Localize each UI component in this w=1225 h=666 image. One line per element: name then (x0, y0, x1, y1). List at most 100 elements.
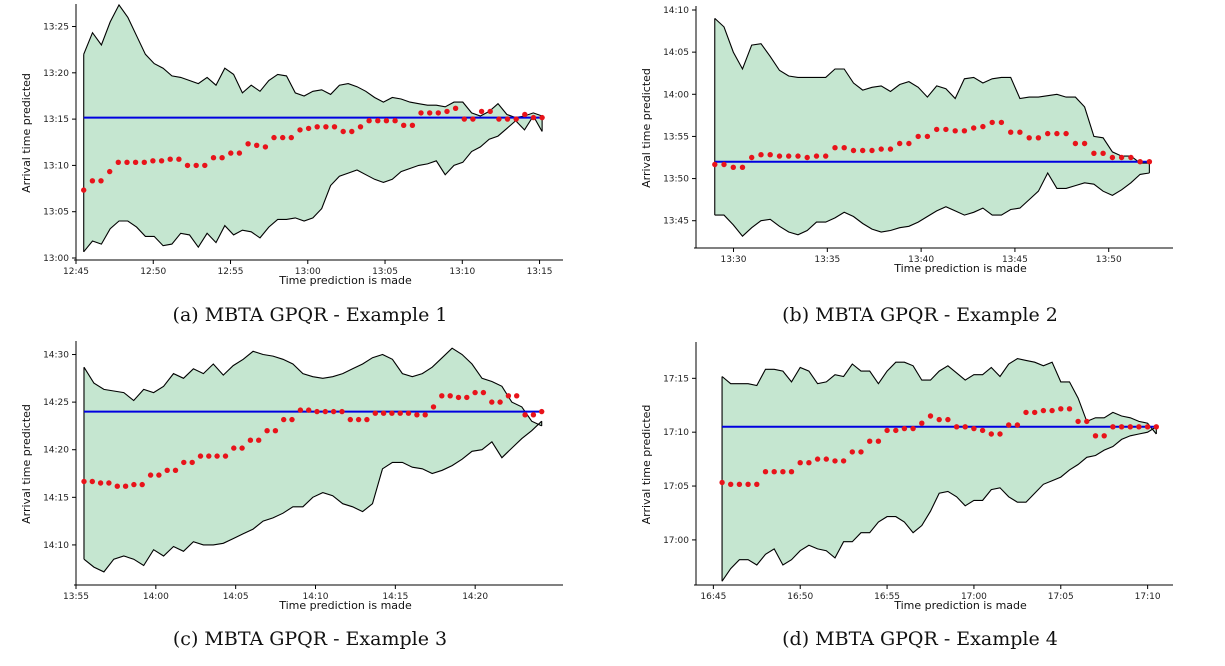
prediction-point (505, 393, 512, 399)
x-tick-label: 14:20 (462, 592, 488, 602)
prediction-point (452, 105, 459, 112)
prediction-point (97, 480, 104, 486)
prediction-point (962, 424, 968, 430)
prediction-point (347, 416, 353, 423)
prediction-point (749, 154, 755, 161)
prediction-point (771, 469, 777, 475)
y-tick-label: 17:00 (663, 536, 689, 546)
x-tick-label: 12:50 (140, 267, 166, 277)
prediction-point (181, 459, 187, 466)
y-tick-label: 17:05 (663, 482, 689, 492)
caption-b: (b) MBTA GPQR - Example 2 (782, 304, 1058, 326)
x-tick-label: 16:50 (787, 592, 813, 602)
prediction-point (910, 425, 916, 432)
prediction-point (1109, 154, 1116, 161)
y-axis-title: Arrival time predicted (640, 405, 653, 525)
prediction-point (530, 412, 537, 418)
y-tick-label: 14:15 (43, 493, 69, 503)
prediction-point (375, 118, 381, 124)
prediction-point (979, 427, 986, 434)
y-tick-label: 13:45 (663, 217, 689, 227)
prediction-point (721, 161, 727, 168)
prediction-point (228, 150, 234, 156)
prediction-point (961, 128, 968, 134)
x-axis-title: Time prediction is made (278, 599, 412, 612)
prediction-point (414, 412, 420, 418)
prediction-point (934, 126, 940, 133)
y-tick-label: 13:05 (43, 208, 69, 218)
x-tick-label: 13:35 (814, 255, 840, 265)
prediction-point (435, 110, 441, 116)
y-tick-label: 14:10 (663, 6, 689, 16)
y-tick-label: 13:55 (663, 132, 689, 142)
prediction-point (480, 389, 487, 396)
panel-d: 16:45 16:50 16:55 17:00 17:05 17:10 17:00 17:05… (620, 336, 1220, 666)
prediction-point (953, 424, 960, 430)
prediction-point (813, 153, 820, 159)
prediction-point (331, 124, 338, 130)
prediction-point (131, 481, 137, 488)
y-tick-label: 17:15 (663, 374, 689, 384)
x-tick-label: 13:00 (295, 267, 321, 277)
prediction-point (202, 162, 208, 169)
prediction-point (1040, 407, 1047, 414)
prediction-point (470, 116, 476, 122)
prediction-point (167, 156, 173, 162)
prediction-point (875, 438, 882, 444)
prediction-point (795, 153, 801, 159)
x-tick-label: 13:10 (449, 267, 475, 277)
prediction-point (1110, 424, 1116, 430)
prediction-point (280, 134, 286, 141)
prediction-point (814, 456, 821, 462)
chart-b: 13:30 13:35 13:40 13:45 13:50 13:45 13:50 13:55… (640, 6, 1173, 275)
chart-a: 12:45 12:50 12:55 13:00 13:05 13:10 13:15 13:00… (20, 3, 563, 287)
prediction-point (1017, 129, 1023, 135)
y-tick-label: 14:05 (663, 48, 689, 58)
prediction-point (719, 479, 725, 486)
prediction-point (297, 127, 303, 133)
caption-c: (c) MBTA GPQR - Example 3 (172, 628, 448, 650)
caption-a: (a) MBTA GPQR - Example 1 (172, 304, 448, 326)
confidence-band (83, 4, 543, 252)
prediction-point (869, 147, 875, 154)
prediction-point (1136, 424, 1142, 430)
prediction-point (980, 123, 986, 130)
prediction-point (271, 134, 277, 141)
confidence-band (722, 358, 1157, 582)
prediction-point (806, 460, 812, 466)
prediction-point (841, 145, 847, 151)
prediction-point (107, 168, 113, 175)
y-axis-title: Arrival time predicted (20, 73, 33, 193)
prediction-point (823, 456, 829, 462)
prediction-point (1118, 154, 1125, 161)
x-tick-label: 14:00 (143, 592, 169, 602)
lower-bound-line (714, 171, 1150, 238)
y-tick-label: 13:50 (663, 175, 689, 185)
prediction-point (461, 116, 467, 122)
x-tick-label: 17:05 (1048, 592, 1074, 602)
prediction-point (176, 156, 182, 162)
prediction-point (306, 407, 312, 413)
prediction-point (288, 134, 294, 141)
prediction-point (840, 458, 847, 464)
prediction-point (997, 431, 1003, 437)
prediction-point (156, 472, 162, 478)
prediction-point (1026, 135, 1032, 141)
prediction-point (389, 410, 395, 416)
prediction-point (1035, 135, 1042, 141)
prediction-point (971, 425, 977, 432)
y-tick-label: 13:10 (43, 161, 69, 171)
prediction-point (1063, 130, 1069, 137)
prediction-point (1081, 140, 1088, 147)
prediction-point (314, 408, 320, 415)
prediction-point (357, 124, 364, 130)
prediction-point (1118, 424, 1125, 430)
prediction-point (1084, 418, 1090, 425)
prediction-point (147, 472, 154, 478)
x-tick-label: 14:15 (382, 592, 408, 602)
prediction-point (1054, 130, 1060, 137)
prediction-point (254, 142, 260, 148)
prediction-point (214, 453, 220, 459)
prediction-point (1023, 409, 1029, 416)
